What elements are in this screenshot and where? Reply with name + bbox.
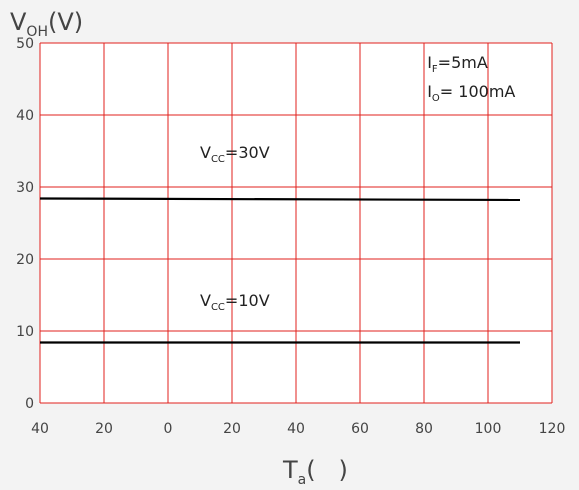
x-axis-label-unit: ( ) (306, 456, 348, 484)
annotations: VCC=30V VCC=10V IF=5mA IO= 100mA (200, 53, 515, 313)
series-group (39, 197, 521, 344)
y-tick-label-3: 30 (16, 180, 34, 196)
x-tick-label-1: 20 (95, 421, 113, 437)
series-line-0 (39, 197, 521, 202)
annotation-1: VCC=10V (200, 291, 270, 313)
y-axis-label-sub: OH (26, 24, 48, 40)
y-tick-label-2: 20 (16, 252, 34, 268)
x-axis-label-main: T (282, 456, 298, 484)
x-axis-label: Ta( ) (282, 456, 348, 488)
grid (39, 42, 553, 404)
y-tick-label-1: 10 (16, 324, 34, 340)
x-tick-label-0: 40 (31, 421, 49, 437)
x-tick-label-7: 100 (475, 421, 502, 437)
y-axis-label-unit: (V) (48, 8, 83, 36)
y-axis-label-main: V (10, 8, 27, 36)
y-tick-label-4: 40 (16, 108, 34, 124)
x-tick-label-4: 40 (287, 421, 305, 437)
annotation-3: IO= 100mA (427, 82, 515, 104)
y-tick-labels: 0 10 20 30 40 50 (16, 36, 34, 412)
annotation-2: IF=5mA (427, 53, 488, 75)
x-tick-label-8: 120 (539, 421, 566, 437)
x-axis-label-sub: a (298, 472, 307, 488)
x-tick-labels: 40 20 0 20 40 60 80 100 120 (31, 421, 565, 437)
y-tick-label-0: 0 (25, 396, 34, 412)
x-tick-label-3: 20 (223, 421, 241, 437)
x-tick-label-2: 0 (164, 421, 173, 437)
x-tick-label-5: 60 (351, 421, 369, 437)
y-axis-label: VOH(V) (10, 8, 83, 40)
x-tick-label-6: 80 (415, 421, 433, 437)
y-tick-label-5: 50 (16, 36, 34, 52)
annotation-0: VCC=30V (200, 143, 270, 165)
